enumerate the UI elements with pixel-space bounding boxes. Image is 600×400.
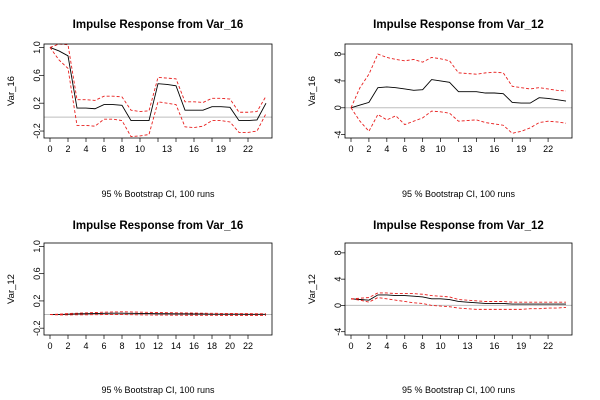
x-tick-label: 4 [83, 144, 88, 154]
x-tick-label: 12 [153, 341, 163, 351]
y-tick-label: -4 [333, 328, 343, 336]
x-tick-label: 4 [384, 144, 389, 154]
x-tick-label: 16 [189, 341, 199, 351]
plot-frame [43, 43, 273, 139]
bootstrap-caption: 95 % Bootstrap CI, 100 runs [101, 385, 215, 395]
chart-title: Impulse Response from Var_12 [373, 19, 544, 31]
series-line-irf [49, 47, 267, 122]
series-line-lower [350, 107, 567, 134]
x-tick-label: 10 [436, 341, 446, 351]
y-tick-label: 8 [333, 52, 343, 57]
series-line-upper [350, 292, 566, 303]
x-tick-label: 0 [348, 341, 353, 351]
x-tick-label: 8 [420, 144, 425, 154]
x-tick-label: 8 [420, 341, 425, 351]
x-tick-label: 22 [243, 341, 253, 351]
chart-title: Impulse Response from Var_12 [373, 220, 544, 232]
y-tick-label: 0.6 [32, 267, 42, 280]
x-tick-label: 2 [65, 341, 70, 351]
series-line-irf [350, 294, 566, 305]
x-tick-label: 13 [162, 144, 172, 154]
plot-frame [344, 43, 573, 139]
plot-frame [43, 242, 273, 336]
y-axis-label: Var_16 [6, 76, 17, 106]
series-line-upper [350, 53, 567, 108]
x-tick-label: 6 [402, 341, 407, 351]
series-line-lower [350, 297, 567, 310]
x-tick-label: 22 [243, 144, 253, 154]
y-tick-label: 0.2 [32, 295, 42, 308]
chart-title: Impulse Response from Var_16 [73, 220, 244, 232]
x-tick-label: 13 [462, 341, 472, 351]
y-tick-label: -0.2 [32, 320, 42, 336]
x-tick-label: 6 [402, 144, 407, 154]
y-tick-label: 0.2 [32, 97, 42, 110]
x-tick-label: 8 [119, 144, 124, 154]
chart-panel-4: Impulse Response from Var_12 0 2 4 6 8 10 13 16 1… [307, 220, 573, 395]
series-line-upper [49, 311, 267, 316]
x-tick-label: 0 [47, 341, 52, 351]
x-tick-label: 19 [216, 144, 226, 154]
series-line-lower [49, 313, 266, 316]
y-tick-label: 8 [333, 250, 343, 255]
x-tick-label: 16 [489, 341, 499, 351]
y-axis-label: Var_12 [307, 274, 318, 304]
x-tick-label: 19 [516, 144, 526, 154]
x-tick-label: 16 [489, 144, 499, 154]
x-tick-label: 19 [516, 341, 526, 351]
y-axis-label: Var_16 [307, 76, 318, 106]
series-line-irf [50, 312, 267, 316]
chart-panel-3: Impulse Response from Var_16 0 2 4 6 8 10 12 14 1… [6, 220, 273, 395]
x-tick-label: 2 [65, 144, 70, 154]
x-tick-label: 6 [101, 144, 106, 154]
y-tick-label: 0.6 [32, 69, 42, 82]
x-tick-label: 6 [101, 341, 106, 351]
x-tick-label: 0 [348, 144, 353, 154]
y-tick-label: -4 [333, 131, 343, 139]
x-tick-label: 2 [366, 341, 371, 351]
y-tick-label: 0 [333, 105, 343, 110]
x-tick-label: 10 [135, 341, 145, 351]
x-tick-label: 18 [207, 341, 217, 351]
x-tick-label: 22 [543, 144, 553, 154]
x-tick-label: 20 [225, 341, 235, 351]
x-tick-label: 22 [543, 341, 553, 351]
y-tick-label: -0.2 [32, 123, 42, 139]
series-line-upper [49, 43, 267, 113]
chart-title: Impulse Response from Var_16 [73, 19, 244, 31]
x-tick-label: 4 [384, 341, 389, 351]
y-tick-label: 4 [333, 78, 343, 83]
x-tick-label: 4 [83, 341, 88, 351]
series-line-irf [350, 79, 567, 109]
y-tick-label: 4 [333, 277, 343, 282]
bootstrap-caption: 95 % Bootstrap CI, 100 runs [402, 385, 516, 395]
y-axis-label: Var_12 [6, 274, 17, 304]
bootstrap-caption: 95 % Bootstrap CI, 100 runs [101, 189, 215, 199]
x-tick-label: 0 [47, 144, 52, 154]
chart-panel-1: Impulse Response from Var_16 0 2 4 6 8 10 13 16 1… [6, 19, 273, 199]
x-tick-label: 2 [366, 144, 371, 154]
x-tick-label: 8 [119, 341, 124, 351]
x-tick-label: 10 [135, 144, 145, 154]
chart-panel-2: Impulse Response from Var_12 0 2 4 6 8 10 13 16 1… [307, 19, 573, 199]
series-line-lower [49, 47, 267, 138]
x-tick-label: 13 [462, 144, 472, 154]
x-tick-label: 14 [171, 341, 181, 351]
plot-frame [344, 242, 573, 336]
y-tick-label: 1.0 [32, 240, 42, 253]
y-tick-label: 1.0 [32, 41, 42, 54]
y-tick-label: 0 [333, 303, 343, 308]
bootstrap-caption: 95 % Bootstrap CI, 100 runs [402, 189, 516, 199]
x-tick-label: 10 [436, 144, 446, 154]
x-tick-label: 16 [189, 144, 199, 154]
